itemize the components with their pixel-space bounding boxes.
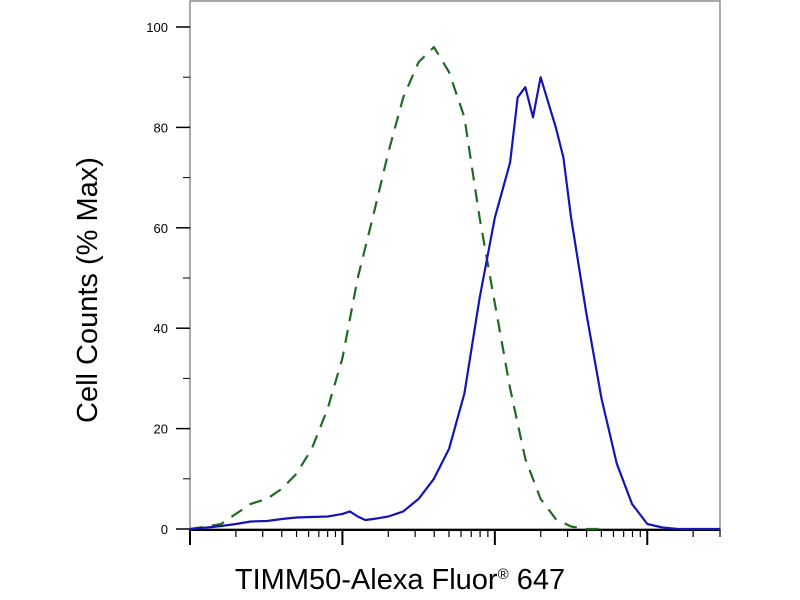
series-2-solid-line: [189, 76, 720, 531]
y-tick-label: 100: [146, 20, 168, 35]
x-axis: [189, 529, 721, 545]
y-tick-label: 0: [161, 522, 168, 537]
registered-mark: ®: [497, 566, 509, 583]
x-axis-label-suffix: 647: [516, 564, 566, 596]
series-1-dashed-line: [189, 46, 602, 531]
y-tick-label: 20: [154, 422, 168, 437]
y-tick-label: 40: [154, 321, 168, 336]
x-axis-label-wrap: TIMM50-Alexa Fluor® 647: [0, 564, 800, 597]
plot-frame: [189, 0, 721, 530]
series-layer: [189, 46, 720, 531]
y-tick-label: 80: [154, 120, 168, 135]
y-axis-label: Cell Counts (% Max): [72, 157, 104, 423]
y-tick-label: 60: [154, 221, 168, 236]
x-axis-label: TIMM50-Alexa Fluor: [234, 564, 498, 596]
y-axis: 0 20 40 60 80 100: [146, 20, 190, 537]
